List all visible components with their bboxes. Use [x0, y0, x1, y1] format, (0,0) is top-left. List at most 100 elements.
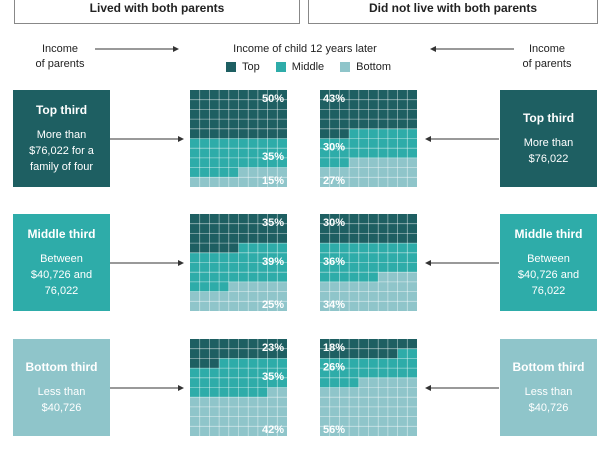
waffle-cell-bottom [397, 177, 408, 187]
waffle-cell-middle [267, 157, 278, 168]
waffle-cell-middle [358, 252, 369, 263]
legend-swatch-top [226, 62, 236, 72]
waffle-cell-top [387, 109, 398, 120]
waffle-cell-middle [329, 358, 340, 369]
waffle-cell-middle [209, 138, 220, 149]
waffle-cell-middle [320, 252, 330, 263]
waffle-cell-middle [238, 387, 249, 398]
waffle-cell-top [407, 109, 417, 120]
income-of-parents-right: Income of parents [516, 42, 578, 72]
waffle-cell-top [267, 90, 278, 100]
waffle-notlived-middle-third: 30% 36% 34% [320, 214, 417, 311]
waffle-cell-middle [320, 243, 330, 253]
waffle-percent-label-middle: 35% [262, 151, 284, 163]
waffle-cell-top [190, 119, 200, 129]
waffle-cell-bottom [320, 406, 330, 417]
waffle-cell-top [397, 339, 408, 349]
box-left-bottom-third-title: Bottom third [25, 359, 98, 374]
waffle-cell-bottom [349, 281, 359, 292]
waffle-cell-top [267, 109, 278, 120]
arrow-left-row-top [425, 136, 499, 142]
box-right-middle-desc-line: $40,726 and [517, 268, 580, 281]
legend-label-bottom: Bottom [356, 61, 392, 73]
box-right-top-desc-line: More than [523, 136, 574, 149]
waffle-cell-top [407, 339, 417, 349]
waffle-cell-top [219, 128, 229, 139]
waffle-cell-top [228, 233, 239, 244]
waffle-cell-middle [320, 148, 330, 158]
waffle-cell-top [228, 128, 239, 139]
waffle-cell-top [267, 223, 278, 234]
waffle-cell-top [407, 214, 417, 224]
waffle-cell-bottom [257, 167, 268, 178]
waffle-cell-bottom [378, 416, 388, 427]
box-right-middle-third-desc: Between $40,726 and 76,022 [514, 251, 583, 299]
waffle-cell-middle [407, 128, 417, 139]
waffle-cell-middle [228, 272, 239, 282]
waffle-cell-top [329, 223, 340, 234]
waffle-cell-bottom [349, 167, 359, 178]
waffle-cell-top [199, 109, 210, 120]
waffle-cell-top [358, 99, 369, 110]
waffle-notlived-top-third: 43% 30% 27% [320, 90, 417, 187]
header-not-lived-with-both: Did not live with both parents [308, 0, 598, 24]
waffle-cell-top [397, 109, 408, 120]
waffle-cell-bottom [329, 281, 340, 292]
waffle-cell-bottom [277, 167, 287, 178]
waffle-cell-bottom [387, 301, 398, 311]
waffle-cell-top [368, 233, 379, 244]
waffle-cell-bottom [248, 426, 258, 436]
waffle-cell-middle [277, 358, 287, 369]
waffle-cell-bottom [368, 157, 379, 168]
waffle-cell-middle [190, 281, 200, 292]
waffle-cell-middle [339, 157, 350, 168]
waffle-cell-top [238, 223, 249, 234]
waffle-cell-middle [199, 262, 210, 273]
waffle-cell-middle [378, 262, 388, 273]
waffle-cell-bottom [397, 387, 408, 398]
waffle-cell-top [219, 214, 229, 224]
waffle-cell-bottom [339, 167, 350, 178]
waffle-cell-bottom [320, 177, 330, 187]
waffle-cell-bottom [257, 416, 268, 427]
waffle-cell-top [387, 348, 398, 359]
waffle-cell-bottom [238, 416, 249, 427]
header-lived-with-both-label: Lived with both parents [15, 1, 299, 15]
waffle-cell-bottom [349, 426, 359, 436]
waffle-cell-top [248, 119, 258, 129]
box-left-middle-desc-line: $40,726 and [30, 268, 93, 281]
waffle-cell-middle [387, 148, 398, 158]
waffle-cell-middle [199, 377, 210, 388]
waffle-cell-top [320, 119, 330, 129]
waffle-cell-top [219, 233, 229, 244]
waffle-cell-top [209, 339, 220, 349]
waffle-cell-top [228, 99, 239, 110]
waffle-cell-middle [267, 368, 278, 378]
waffle-cell-top [368, 348, 379, 359]
waffle-cell-top [378, 348, 388, 359]
waffle-cell-top [349, 214, 359, 224]
waffle-cell-bottom [190, 301, 200, 311]
waffle-cell-top [199, 339, 210, 349]
waffle-cell-middle [329, 148, 340, 158]
waffle-cell-bottom [387, 177, 398, 187]
waffle-cell-bottom [238, 397, 249, 407]
waffle-cell-bottom [277, 426, 287, 436]
waffle-cell-top [339, 339, 350, 349]
legend: Top Middle Bottom [226, 61, 407, 73]
waffle-cell-top [199, 243, 210, 253]
waffle-cell-bottom [209, 416, 220, 427]
waffle-cell-bottom [257, 406, 268, 417]
waffle-cell-bottom [397, 167, 408, 178]
waffle-cell-bottom [320, 416, 330, 427]
waffle-cell-bottom [349, 406, 359, 417]
waffle-cell-middle [199, 167, 210, 178]
legend-item-bottom: Bottom [340, 61, 391, 73]
waffle-cell-bottom [329, 301, 340, 311]
waffle-cell-bottom [368, 426, 379, 436]
waffle-cell-middle [397, 262, 408, 273]
waffle-cell-top [248, 109, 258, 120]
waffle-cell-middle [368, 243, 379, 253]
waffle-cell-bottom [387, 167, 398, 178]
waffle-cell-bottom [238, 281, 249, 292]
